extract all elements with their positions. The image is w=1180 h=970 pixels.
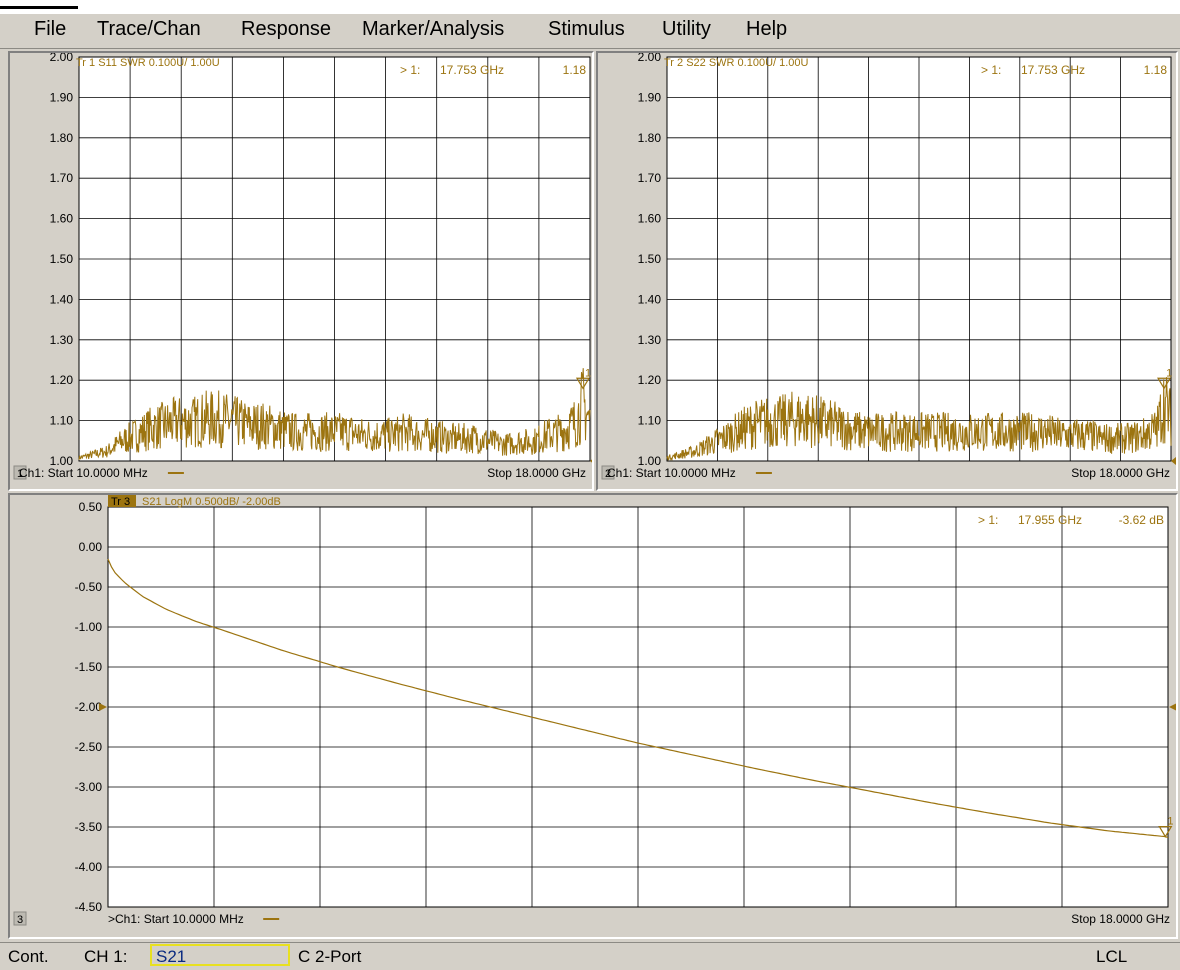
y-tick-label: 1.70 bbox=[50, 171, 74, 185]
active-measurement-text: S21 bbox=[156, 947, 187, 966]
marker-triangle[interactable] bbox=[575, 377, 591, 390]
reference-arrow-right bbox=[1171, 457, 1176, 465]
active-trace-tag: Tr 3 bbox=[111, 496, 130, 508]
trace-line[interactable] bbox=[107, 558, 1169, 838]
menu-file[interactable]: File bbox=[34, 18, 67, 40]
y-tick-label: 1.80 bbox=[50, 131, 74, 145]
trace-line[interactable] bbox=[78, 368, 591, 461]
trace-header: Tr 1 S11 SWR 0.100U/ 1.00U bbox=[76, 57, 220, 69]
window-number-box[interactable] bbox=[13, 465, 27, 480]
y-tick-label: 0.00 bbox=[79, 540, 103, 554]
window-number-box[interactable] bbox=[13, 911, 27, 926]
window-number: 3 bbox=[17, 914, 23, 926]
marker-triangle[interactable] bbox=[1158, 826, 1173, 838]
status-bar: Cont. CH 1: S21 C 2-Port LCL bbox=[0, 942, 1180, 970]
window-number-box[interactable] bbox=[601, 465, 615, 480]
window-3[interactable]: 0.50 0.00 -0.50 -1.00 -1.50 -2.00 -2.50 -3.00 -3… bbox=[8, 493, 1178, 939]
y-tick-label: 1.20 bbox=[638, 373, 662, 387]
y-tick-label: 1.60 bbox=[638, 212, 662, 226]
y-tick-label: -2.50 bbox=[75, 740, 103, 754]
sweep-start-label: Ch1: Start 10.0000 MHz bbox=[607, 466, 736, 480]
y-tick-label: 1.90 bbox=[638, 90, 662, 104]
sweep-stop-label: Stop 18.0000 GHz bbox=[1071, 466, 1170, 480]
y-tick-label: 1.10 bbox=[50, 414, 74, 428]
marker-readout-prefix: > 1: bbox=[981, 63, 1001, 77]
y-tick-label: -4.00 bbox=[75, 860, 103, 874]
sweep-stop-label: Stop 18.0000 GHz bbox=[487, 466, 586, 480]
marker-readout-frequency: 17.753 GHz bbox=[440, 63, 504, 77]
y-tick-label: 1.40 bbox=[50, 292, 74, 306]
y-tick-label: -0.50 bbox=[75, 580, 103, 594]
reference-arrow-right bbox=[1169, 703, 1176, 711]
reference-arrow-left bbox=[99, 703, 107, 711]
y-tick-label: 1.30 bbox=[638, 333, 662, 347]
active-measurement[interactable]: S21 bbox=[150, 944, 290, 966]
window-number: 1 bbox=[17, 468, 23, 480]
channel-label: CH 1: bbox=[84, 947, 128, 966]
y-tick-label: 1.60 bbox=[50, 212, 74, 226]
y-tick-label: 2.00 bbox=[50, 53, 74, 64]
y-tick-label: 1.30 bbox=[50, 333, 74, 347]
window-2[interactable]: 2.00 1.90 1.80 1.70 1.60 1.50 1.40 1.30 1.20 1.10… bbox=[596, 51, 1178, 491]
menu-utility[interactable]: Utility bbox=[662, 18, 711, 40]
y-tick-label: 1.50 bbox=[638, 252, 662, 266]
remote-status: LCL bbox=[1096, 947, 1128, 966]
y-tick-label: 1.90 bbox=[50, 90, 74, 104]
menu-bar: File Trace/Chan Response Marker/Analysis… bbox=[0, 14, 1180, 49]
trace-line[interactable] bbox=[666, 377, 1172, 461]
window-1[interactable]: 2.00 1.90 1.80 1.70 1.60 1.50 1.40 1.30 1.20 1.10… bbox=[8, 51, 594, 491]
y-tick-label: 0.50 bbox=[79, 500, 103, 514]
window-3-chart[interactable]: 0.50 0.00 -0.50 -1.00 -1.50 -2.00 -2.50 -3.00 -3… bbox=[10, 495, 1176, 937]
sweep-mode[interactable]: Cont. bbox=[8, 947, 49, 966]
y-tick-label: 1.00 bbox=[638, 454, 662, 468]
y-tick-label: -1.50 bbox=[75, 660, 103, 674]
marker-readout-value: 1.18 bbox=[1144, 63, 1168, 77]
sweep-start-label: Ch1: Start 10.0000 MHz bbox=[19, 466, 148, 480]
marker-readout-prefix: > 1: bbox=[400, 63, 420, 77]
sweep-stop-label: Stop 18.0000 GHz bbox=[1071, 912, 1170, 926]
marker-number-label: 1 bbox=[1167, 816, 1173, 828]
window-number: 2 bbox=[605, 468, 611, 480]
y-tick-label: 1.20 bbox=[50, 373, 74, 387]
marker-number-label: 1 bbox=[1166, 367, 1172, 379]
calibration-status[interactable]: C 2-Port bbox=[298, 947, 362, 966]
window-top-edge bbox=[0, 0, 1180, 14]
marker-readout-value: 1.18 bbox=[563, 63, 587, 77]
reference-arrow-right bbox=[590, 459, 592, 463]
menu-response[interactable]: Response bbox=[241, 18, 332, 40]
menu-help[interactable]: Help bbox=[746, 18, 788, 40]
marker-readout-value: -3.62 dB bbox=[1119, 513, 1164, 527]
marker-triangle[interactable] bbox=[1157, 377, 1172, 390]
y-tick-label: -3.50 bbox=[75, 820, 103, 834]
y-tick-label: 1.00 bbox=[50, 454, 74, 468]
y-tick-label: -1.00 bbox=[75, 620, 103, 634]
menu-trace-chan[interactable]: Trace/Chan bbox=[97, 18, 201, 40]
trace-header: Tr 2 S22 SWR 0.100U/ 1.00U bbox=[664, 57, 809, 69]
marker-number-label: 1 bbox=[585, 367, 591, 379]
y-tick-label: -2.00 bbox=[75, 700, 103, 714]
marker-readout-frequency: 17.955 GHz bbox=[1018, 513, 1082, 527]
y-tick-label: 1.70 bbox=[638, 171, 662, 185]
window-2-chart[interactable]: 2.00 1.90 1.80 1.70 1.60 1.50 1.40 1.30 1.20 1.10… bbox=[598, 53, 1176, 489]
title-notch bbox=[0, 6, 78, 9]
window-1-chart[interactable]: 2.00 1.90 1.80 1.70 1.60 1.50 1.40 1.30 1.20 1.10… bbox=[10, 53, 592, 489]
y-tick-label: 2.00 bbox=[638, 53, 662, 64]
menu-stimulus[interactable]: Stimulus bbox=[548, 18, 625, 40]
y-tick-label: -3.00 bbox=[75, 780, 103, 794]
y-tick-label: -4.50 bbox=[75, 900, 103, 914]
sweep-start-label: >Ch1: Start 10.0000 MHz bbox=[108, 912, 244, 926]
active-trace-box[interactable] bbox=[108, 495, 136, 507]
menu-marker-analysis[interactable]: Marker/Analysis bbox=[362, 18, 505, 40]
trace-header: S21 LogM 0.500dB/ -2.00dB bbox=[142, 496, 281, 508]
y-tick-label: 1.10 bbox=[638, 414, 662, 428]
y-tick-label: 1.50 bbox=[50, 252, 74, 266]
marker-readout-frequency: 17.753 GHz bbox=[1021, 63, 1085, 77]
marker-readout-prefix: > 1: bbox=[978, 513, 998, 527]
y-tick-label: 1.40 bbox=[638, 292, 662, 306]
y-tick-label: 1.80 bbox=[638, 131, 662, 145]
